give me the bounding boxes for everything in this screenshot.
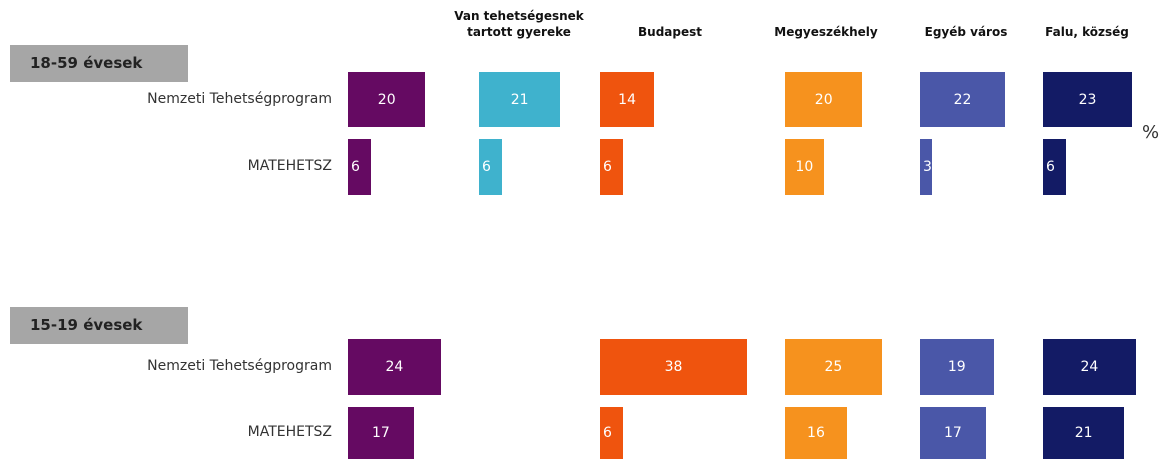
value-label: 20 (377, 91, 396, 108)
bar (1043, 139, 1067, 195)
bar (600, 72, 655, 127)
bar (479, 72, 561, 127)
bar (1043, 72, 1132, 127)
bar (920, 72, 1006, 127)
row-label: MATEHETSZ (247, 158, 332, 174)
bar (920, 339, 994, 395)
value-label: 24 (1080, 359, 1099, 375)
value-label: 6 (1046, 159, 1055, 175)
value-label: 38 (664, 359, 683, 375)
bar (600, 139, 624, 195)
value-label: 17 (371, 425, 390, 441)
bar (348, 139, 372, 195)
value-label: 22 (953, 91, 972, 108)
value-label: 10 (795, 159, 814, 175)
value-label: 24 (385, 359, 404, 375)
bar (785, 139, 824, 195)
bar (348, 407, 414, 459)
bar (348, 72, 426, 127)
row-label: Nemzeti Tehetségprogram (147, 90, 332, 107)
row-label: MATEHETSZ (247, 424, 332, 440)
bar (1043, 339, 1136, 395)
bar (920, 139, 932, 195)
value-label: 6 (603, 425, 612, 441)
value-label: 3 (923, 159, 932, 175)
column-header: Egyéb város (924, 25, 1008, 39)
unit-label: % (1142, 122, 1160, 143)
bar (785, 407, 847, 459)
value-label: 16 (807, 425, 825, 441)
value-label: 6 (603, 159, 612, 175)
group-title: 15-19 évesek (10, 307, 188, 344)
value-label: 20 (814, 91, 833, 108)
column-header: Van tehetségesnek tartott gyereke (454, 9, 584, 39)
group-title: 18-59 évesek (10, 45, 188, 82)
bar (600, 407, 624, 459)
value-label: 21 (1074, 425, 1093, 441)
bar (1043, 407, 1125, 459)
value-label: 21 (510, 91, 529, 108)
row-label: Nemzeti Tehetségprogram (147, 358, 332, 374)
column-header: Megyeszékhely (774, 25, 878, 39)
bar (785, 72, 863, 127)
bar (479, 139, 503, 195)
column-header: Budapest (638, 25, 702, 39)
bar (920, 407, 986, 459)
value-label: 25 (824, 359, 843, 375)
value-label: 6 (482, 159, 491, 175)
value-label: 19 (947, 359, 966, 375)
value-label: 23 (1078, 91, 1097, 108)
bar (785, 339, 882, 395)
value-label: 14 (618, 91, 636, 108)
value-label: 17 (943, 425, 962, 441)
bar (348, 339, 441, 395)
bar (600, 339, 748, 395)
value-label: 6 (351, 159, 360, 175)
column-header: Falu, község (1045, 25, 1129, 39)
